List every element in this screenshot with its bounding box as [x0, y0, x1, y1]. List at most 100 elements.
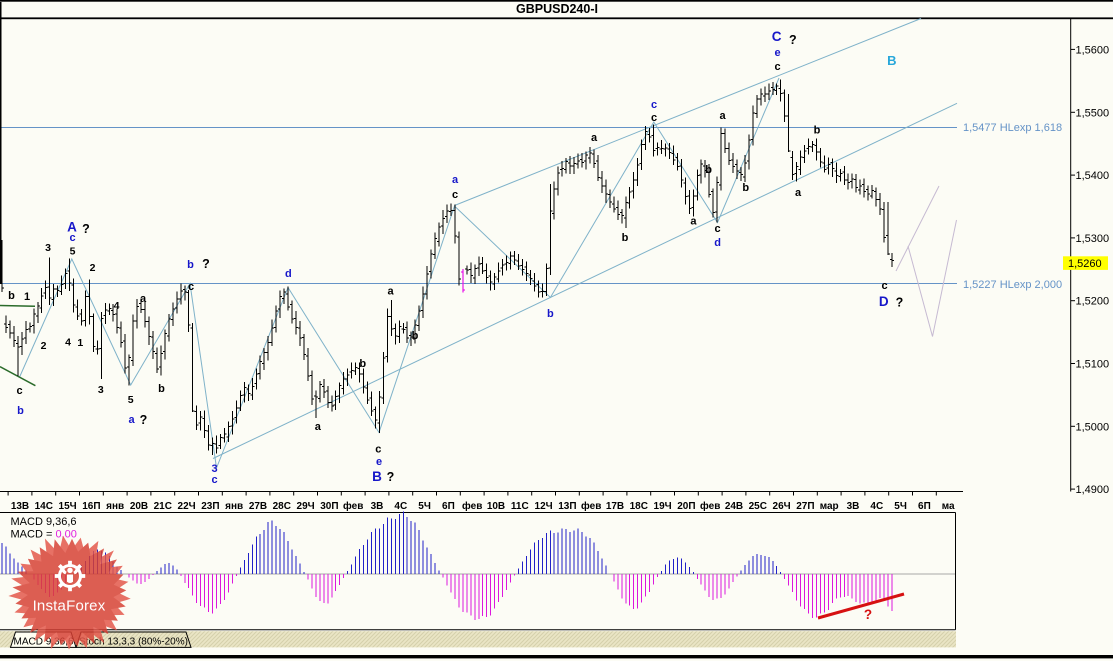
svg-text:25С: 25С [749, 501, 767, 512]
svg-text:c: c [452, 189, 458, 201]
svg-text:фев: фев [700, 500, 720, 512]
svg-text:1,5000: 1,5000 [1076, 421, 1110, 433]
svg-text:1,5227 HLexp 2,000: 1,5227 HLexp 2,000 [963, 279, 1062, 291]
svg-text:?: ? [896, 296, 904, 310]
svg-text:d: d [285, 268, 292, 280]
svg-text:c: c [69, 232, 75, 244]
svg-text:ма: ма [942, 501, 955, 512]
svg-text:c: c [775, 61, 781, 73]
svg-text:24В: 24В [725, 501, 743, 512]
svg-text:1,5200: 1,5200 [1076, 296, 1110, 308]
svg-text:2: 2 [90, 262, 96, 274]
svg-text:Stoch 13,3,3 (80%-20%): Stoch 13,3,3 (80%-20%) [79, 636, 188, 647]
svg-text:3: 3 [98, 384, 104, 396]
svg-text:11С: 11С [511, 501, 529, 512]
svg-text:?: ? [82, 222, 90, 236]
svg-text:MACD = 0,00: MACD = 0,00 [11, 529, 77, 541]
svg-text:фев: фев [462, 500, 482, 512]
svg-text:c: c [882, 280, 888, 292]
svg-text:17В: 17В [606, 501, 624, 512]
svg-text:мар: мар [820, 501, 839, 512]
svg-text:b: b [17, 405, 24, 417]
svg-text:20В: 20В [130, 501, 148, 512]
svg-text:29Ч: 29Ч [297, 501, 315, 512]
svg-text:1,4900: 1,4900 [1076, 484, 1110, 496]
svg-text:13П: 13П [558, 501, 576, 512]
svg-text:B: B [887, 53, 896, 68]
svg-text:?: ? [387, 470, 395, 484]
svg-text:b: b [187, 259, 194, 271]
svg-text:MACD 9,36,6: MACD 9,36,6 [13, 636, 73, 647]
svg-text:1: 1 [77, 337, 83, 349]
svg-text:b: b [742, 182, 749, 194]
svg-text:19Ч: 19Ч [654, 501, 672, 512]
svg-text:b: b [412, 330, 419, 342]
svg-text:C: C [772, 29, 782, 44]
svg-text:13В: 13В [11, 501, 29, 512]
svg-text:янв: янв [106, 501, 124, 512]
svg-text:D: D [879, 294, 889, 309]
svg-text:фев: фев [581, 500, 601, 512]
svg-text:A: A [67, 220, 77, 235]
svg-text:1,5100: 1,5100 [1076, 359, 1110, 371]
svg-text:b: b [8, 290, 15, 302]
svg-text:27П: 27П [796, 501, 814, 512]
svg-text:a: a [140, 293, 147, 305]
svg-text:4С: 4С [870, 501, 883, 512]
svg-text:1,5260: 1,5260 [1068, 258, 1102, 270]
svg-text:20П: 20П [677, 501, 695, 512]
svg-text:c: c [211, 474, 217, 486]
svg-text:27В: 27В [249, 501, 267, 512]
svg-text:a: a [795, 187, 802, 199]
svg-text:1: 1 [24, 291, 30, 303]
svg-text:1,5477 HLexp 1,618: 1,5477 HLexp 1,618 [963, 122, 1062, 134]
svg-text:фев: фев [343, 500, 363, 512]
svg-text:12Ч: 12Ч [535, 501, 553, 512]
svg-text:15Ч: 15Ч [59, 501, 77, 512]
svg-text:GBPUSD240-I: GBPUSD240-I [516, 2, 598, 16]
svg-text:a: a [452, 174, 459, 186]
svg-text:a: a [387, 286, 394, 298]
svg-text:c: c [651, 112, 657, 124]
svg-text:c: c [715, 223, 721, 235]
svg-text:5Ч: 5Ч [418, 501, 431, 512]
svg-text:b: b [705, 164, 712, 176]
svg-text:c: c [375, 444, 381, 456]
svg-text:21С: 21С [154, 501, 172, 512]
svg-text:3: 3 [45, 242, 51, 254]
svg-text:1,5500: 1,5500 [1076, 107, 1110, 119]
svg-text:18С: 18С [630, 501, 648, 512]
svg-text:B: B [372, 469, 382, 484]
svg-text:23П: 23П [201, 501, 219, 512]
svg-text:d: d [714, 237, 721, 249]
svg-text:e: e [376, 456, 382, 468]
svg-text:3В: 3В [847, 501, 860, 512]
svg-text:1,5600: 1,5600 [1076, 44, 1110, 56]
svg-text:янв: янв [225, 501, 243, 512]
svg-text:3В: 3В [371, 501, 384, 512]
svg-text:InstaForex: InstaForex [33, 598, 106, 615]
svg-text:a: a [591, 132, 598, 144]
svg-text:10В: 10В [487, 501, 505, 512]
svg-text:b: b [158, 383, 165, 395]
svg-text:5Ч: 5Ч [894, 501, 907, 512]
svg-text:14С: 14С [35, 501, 53, 512]
svg-text:4С: 4С [394, 501, 407, 512]
svg-text:c: c [17, 385, 23, 397]
svg-text:1,5400: 1,5400 [1076, 170, 1110, 182]
svg-text:3: 3 [211, 463, 217, 475]
svg-text:a: a [315, 421, 322, 433]
svg-text:?: ? [140, 413, 148, 427]
svg-text:c: c [188, 281, 194, 293]
svg-text:26Ч: 26Ч [773, 501, 791, 512]
svg-text:?: ? [202, 257, 210, 271]
svg-text:a: a [719, 110, 726, 122]
svg-text:b: b [622, 232, 629, 244]
svg-text:30П: 30П [320, 501, 338, 512]
svg-text:b: b [359, 358, 366, 370]
svg-text:2: 2 [41, 340, 47, 352]
svg-text:6П: 6П [442, 501, 455, 512]
svg-text:MACD 9,36,6: MACD 9,36,6 [11, 516, 77, 528]
svg-text:1,5300: 1,5300 [1076, 233, 1110, 245]
svg-text:?: ? [864, 607, 872, 622]
